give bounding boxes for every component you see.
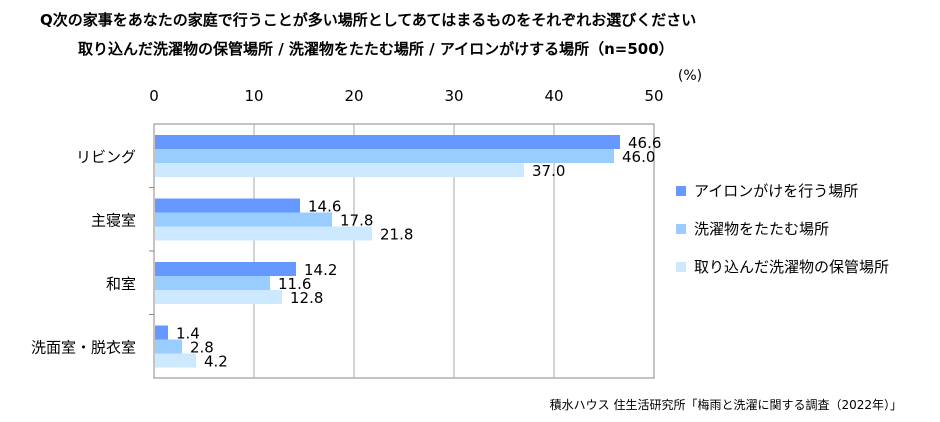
chart-subtitle: 取り込んだ洗濯物の保管場所 / 洗濯物をたたむ場所 / アイロンがけする場所（n… [78,40,674,58]
category-label: 主寝室 [91,211,136,229]
chart-title: Q次の家事をあなたの家庭で行うことが多い場所としてあてはまるものをそれぞれお選び… [40,11,697,29]
data-label: 4.2 [204,353,228,371]
bar [155,290,282,304]
bar [155,198,300,213]
data-label: 14.2 [304,261,337,279]
data-label: 21.8 [380,226,413,244]
bar [155,276,270,290]
bar [155,163,524,177]
x-tick-label: 40 [544,87,563,105]
category-label: リビング [76,148,136,166]
legend-swatch [676,186,686,196]
bar [155,212,332,227]
legend-swatch [676,224,686,234]
data-label: 14.6 [308,198,341,216]
x-tick-label: 30 [444,87,463,105]
bar [155,339,182,354]
bar [155,226,372,241]
bar [155,262,296,276]
data-label: 46.0 [622,148,655,166]
bar [155,325,168,340]
data-label: 37.0 [532,162,565,180]
unit-label: (%) [678,68,702,84]
source-note: 積水ハウス 住生活研究所「梅雨と洗濯に関する調査（2022年）」 [549,398,902,412]
x-tick-label: 10 [244,87,263,105]
x-tick-label: 20 [344,87,363,105]
x-tick-label: 50 [644,87,663,105]
legend-swatch [676,262,686,272]
category-label: 洗面室・脱衣室 [31,338,136,356]
bar [155,149,614,163]
category-label: 和室 [106,275,136,293]
legend-label: 取り込んだ洗濯物の保管場所 [694,258,889,276]
data-label: 2.8 [190,339,214,357]
legend-label: アイロンがけを行う場所 [694,182,858,200]
data-label: 1.4 [176,325,200,343]
data-label: 11.6 [278,275,311,293]
data-label: 17.8 [340,212,373,230]
data-label: 46.6 [628,134,661,152]
bar [155,353,196,368]
data-label: 12.8 [290,289,323,307]
bar [155,135,620,149]
legend-label: 洗濯物をたたむ場所 [694,220,829,238]
x-tick-label: 0 [149,87,159,105]
